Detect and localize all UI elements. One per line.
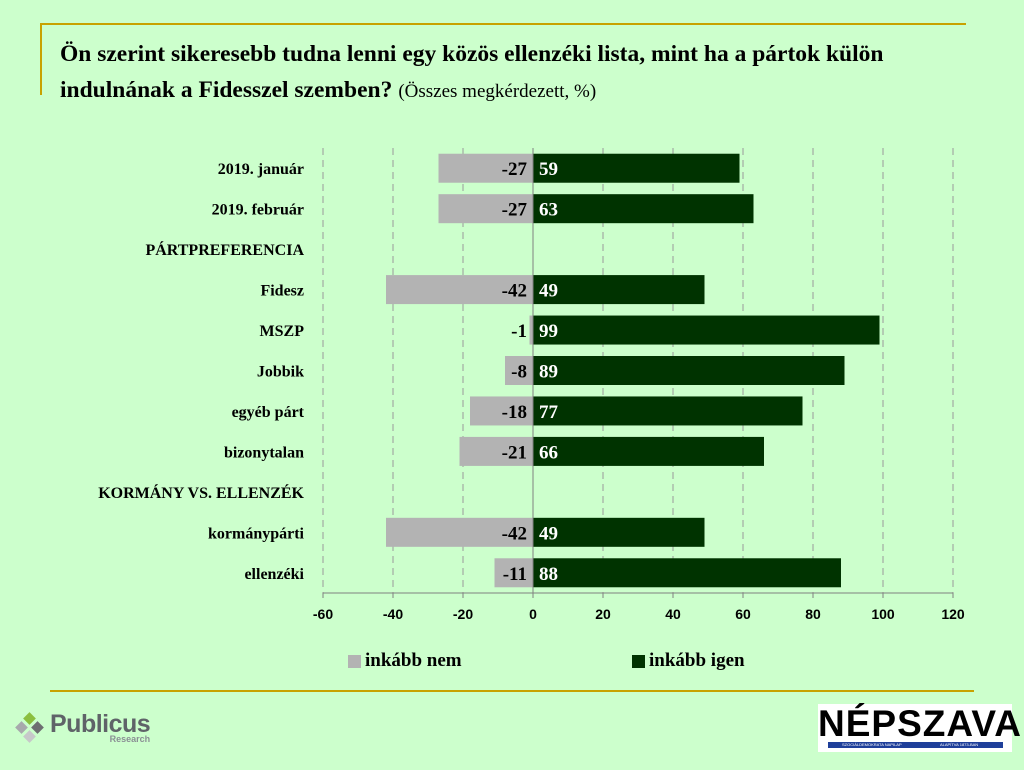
title-text: Ön szerint sikeresebb tudna lenni egy kö… bbox=[60, 41, 884, 103]
top-rule bbox=[40, 23, 966, 25]
legend-item-neg: inkább nem bbox=[348, 650, 462, 672]
bar-inkabb-nem bbox=[459, 436, 533, 466]
data-label-neg: -27 bbox=[502, 159, 528, 180]
category-label: egyéb párt bbox=[232, 404, 305, 421]
x-tick-label: 40 bbox=[665, 606, 681, 622]
section-header-label: PÁRTPREFERENCIA bbox=[145, 240, 304, 259]
data-label-pos: 66 bbox=[539, 442, 558, 463]
category-label: Fidesz bbox=[260, 283, 304, 300]
category-label: 2019. február bbox=[212, 202, 304, 219]
bottom-rule bbox=[50, 690, 974, 692]
data-label-neg: -18 bbox=[502, 402, 527, 423]
data-label-neg: -21 bbox=[502, 442, 527, 463]
data-label-neg: -42 bbox=[502, 523, 527, 544]
bar-chart: 2019. január -27 59 2019. február -27 63 PÁRTP… bbox=[98, 148, 965, 622]
data-label-pos: 77 bbox=[539, 402, 559, 423]
category-label: 2019. január bbox=[218, 161, 304, 178]
x-tick-label: 60 bbox=[735, 606, 751, 622]
legend-swatch-neg bbox=[348, 654, 361, 668]
bar-inkabb-nem bbox=[505, 356, 533, 385]
x-tick-label: -60 bbox=[313, 606, 333, 622]
data-label-pos: 88 bbox=[539, 564, 558, 585]
category-label: kormánypárti bbox=[208, 525, 305, 542]
left-rule bbox=[40, 23, 42, 95]
category-label: MSZP bbox=[260, 323, 305, 340]
nepszava-tag-left: SZOCIÁLDEMOKRATA NAPILAP bbox=[842, 742, 902, 747]
chart-subtitle: (Összes megkérdezett, %) bbox=[398, 81, 597, 102]
data-label-pos: 49 bbox=[539, 281, 558, 302]
nepszava-wordmark: NÉPSZAVA bbox=[818, 703, 1022, 744]
category-label: ellenzéki bbox=[244, 566, 304, 583]
chart-title: Ön szerint sikeresebb tudna lenni egy kö… bbox=[60, 36, 990, 110]
publicus-research: Research bbox=[109, 734, 151, 744]
bar-inkabb-igen bbox=[533, 194, 754, 224]
legend-label-pos: inkább igen bbox=[649, 650, 745, 671]
legend-label-neg: inkább nem bbox=[365, 650, 462, 671]
bar-inkabb-nem bbox=[494, 558, 533, 588]
x-tick-label: 120 bbox=[941, 606, 965, 622]
bar-inkabb-igen bbox=[533, 356, 845, 385]
bar-inkabb-igen bbox=[533, 315, 880, 345]
x-tick-label: 0 bbox=[529, 606, 537, 622]
x-tick-label: -40 bbox=[383, 606, 403, 622]
x-tick-label: 100 bbox=[871, 606, 895, 622]
x-tick-label: 80 bbox=[805, 606, 821, 622]
bar-inkabb-nem bbox=[386, 275, 533, 305]
bar-inkabb-nem bbox=[438, 194, 533, 224]
data-label-pos: 89 bbox=[539, 362, 558, 383]
bar-inkabb-nem bbox=[529, 315, 533, 345]
data-label-pos: 99 bbox=[539, 321, 558, 342]
publicus-diamond-icon bbox=[15, 712, 44, 743]
bar-inkabb-igen bbox=[533, 436, 764, 466]
section-header-label: KORMÁNY VS. ELLENZÉK bbox=[98, 483, 304, 502]
data-label-pos: 49 bbox=[539, 523, 558, 544]
x-tick-label: 20 bbox=[595, 606, 611, 622]
bar-inkabb-nem bbox=[386, 517, 533, 547]
category-label: bizonytalan bbox=[224, 444, 304, 461]
data-label-neg: -1 bbox=[511, 321, 527, 342]
nepszava-tag-right: ALAPÍTVA 1873-BAN bbox=[940, 742, 979, 747]
bar-inkabb-nem bbox=[438, 153, 533, 183]
nepszava-tagline-bar: SZOCIÁLDEMOKRATA NAPILAP ALAPÍTVA 1873-B… bbox=[828, 742, 1003, 748]
bar-inkabb-igen bbox=[533, 153, 740, 183]
publicus-name: Publicus bbox=[50, 710, 151, 738]
data-label-neg: -11 bbox=[503, 564, 527, 585]
x-tick-label: -20 bbox=[453, 606, 473, 622]
data-label-neg: -27 bbox=[502, 200, 528, 221]
nepszava-logo: NÉPSZAVA SZOCIÁLDEMOKRATA NAPILAP ALAPÍT… bbox=[818, 703, 1022, 752]
data-label-neg: -42 bbox=[502, 281, 527, 302]
bar-inkabb-igen bbox=[533, 396, 803, 426]
category-label: Jobbik bbox=[257, 364, 304, 381]
legend-item-pos: inkább igen bbox=[632, 650, 745, 672]
data-label-pos: 63 bbox=[539, 200, 558, 221]
bar-inkabb-igen bbox=[533, 275, 705, 305]
data-label-pos: 59 bbox=[539, 159, 558, 180]
bar-inkabb-igen bbox=[533, 558, 841, 588]
bar-inkabb-igen bbox=[533, 517, 705, 547]
bar-inkabb-nem bbox=[470, 396, 533, 426]
publicus-logo: Publicus Research bbox=[14, 710, 151, 744]
legend-swatch-pos bbox=[632, 654, 645, 668]
data-label-neg: -8 bbox=[511, 362, 527, 383]
